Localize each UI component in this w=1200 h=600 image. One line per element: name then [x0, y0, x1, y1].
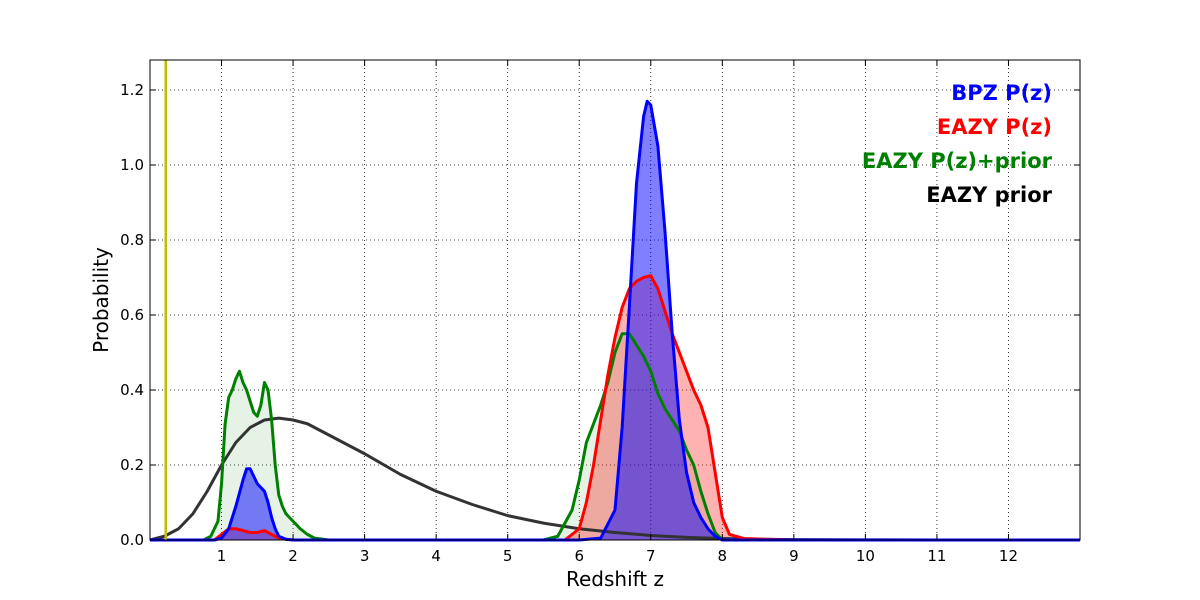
grid: [150, 60, 1080, 541]
axis-ticks: 1 2 3 4 5 6 7 8 9 10 11 120.00.20.40.60.81.01.2: [120, 60, 1080, 565]
y-tick-label: 1.2: [120, 81, 144, 99]
series-fill-eazy: [150, 275, 1080, 540]
x-tick-label: 6: [574, 547, 584, 565]
legend-entry-eazy: EAZY P(z): [937, 115, 1052, 139]
plot-frame: [149, 59, 1081, 541]
x-tick-label: 11: [927, 547, 946, 565]
axes-frame: [149, 59, 1081, 541]
x-tick-label: 7: [646, 547, 656, 565]
x-tick-label: 4: [431, 547, 441, 565]
x-tick-label: 12: [999, 547, 1018, 565]
x-tick-label: 8: [718, 547, 728, 565]
y-tick-label: 0.2: [120, 456, 144, 474]
y-tick-label: 0.8: [120, 231, 144, 249]
y-tick-label: 0.4: [120, 381, 144, 399]
series-line-bpz: [150, 99, 1080, 542]
legend-entry-prior: EAZY prior: [926, 183, 1052, 207]
x-tick-label: 5: [503, 547, 513, 565]
series-fill-bpz: [150, 101, 1080, 540]
x-axis-label: Redshift z: [566, 567, 664, 591]
x-tick-label: 3: [360, 547, 370, 565]
series-fill-prior_post: [150, 333, 1080, 540]
x-tick-label: 2: [288, 547, 298, 565]
legend-entry-prior_post: EAZY P(z)+prior: [862, 149, 1053, 173]
legend: BPZ P(z) EAZY P(z) EAZY P(z)+prior EAZY pri…: [862, 81, 1053, 207]
series-line-prior_post: [150, 332, 1080, 542]
series-line-eazy: [150, 274, 1080, 542]
y-tick-label: 1.0: [120, 156, 144, 174]
x-tick-label: 10: [856, 547, 875, 565]
x-tick-label: 9: [789, 547, 799, 565]
legend-entry-bpz: BPZ P(z): [951, 81, 1052, 105]
y-tick-label: 0.0: [120, 531, 144, 549]
series-layer: [149, 60, 1080, 542]
y-tick-label: 0.6: [120, 306, 144, 324]
x-tick-label: 1: [217, 547, 227, 565]
y-axis-label: Probability: [89, 247, 113, 353]
